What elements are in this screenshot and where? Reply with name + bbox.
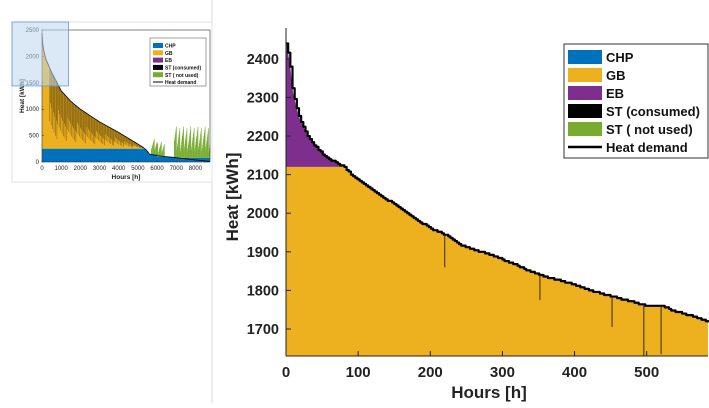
overview-x-tick-label: 4000 bbox=[112, 166, 126, 172]
overview-y-tick-label: 500 bbox=[29, 134, 40, 140]
zoom-legend-label: EB bbox=[606, 86, 624, 101]
overview-x-tick-label: 3000 bbox=[93, 166, 107, 172]
zoom-legend-label: GB bbox=[606, 68, 626, 83]
zoom-legend-label: CHP bbox=[606, 50, 634, 65]
overview-x-tick-label: 2000 bbox=[74, 166, 88, 172]
zoom-y-tick-label: 2100 bbox=[247, 168, 279, 184]
zoom-legend-swatch bbox=[568, 68, 602, 82]
zoom-chart: 0 100 200 300 400 500 1700 1800 1900 2000 2100 2200… bbox=[223, 28, 709, 402]
overview-x-tick-label: 7000 bbox=[170, 166, 184, 172]
zoom-legend-label: Heat demand bbox=[606, 140, 688, 155]
overview-y-axis-label: Heat [kWh] bbox=[19, 79, 26, 113]
overview-x-axis-label: Hours [h] bbox=[112, 174, 141, 181]
zoom-x-tick-label: 400 bbox=[562, 364, 587, 381]
zoom-x-tick-label: 100 bbox=[346, 364, 371, 381]
overview-axes-box bbox=[41, 29, 211, 163]
overview-legend-swatch bbox=[153, 57, 163, 63]
zoom-x-tick-label: 300 bbox=[490, 364, 515, 381]
overview-chart: 0 1000 2000 3000 4000 5000 6000 7000 8000 0 500 100… bbox=[11, 21, 213, 183]
zoom-legend-swatch bbox=[568, 50, 602, 64]
zoom-x-tick-label: 500 bbox=[634, 364, 659, 381]
overview-legend-swatch bbox=[153, 43, 163, 48]
overview-x-tick-label: 5000 bbox=[131, 166, 145, 172]
overview-x-tick-label: 1000 bbox=[54, 166, 68, 172]
zoom-x-tick-label: 200 bbox=[418, 364, 443, 381]
overview-legend-label: ST ( not used) bbox=[165, 73, 199, 79]
overview-legend-label: ST (consumed) bbox=[165, 66, 201, 72]
zoom-legend-label: ST (consumed) bbox=[606, 104, 700, 119]
zoom-legend-swatch bbox=[568, 86, 602, 100]
zoom-legend: CHP GB EB ST (consumed) ST ( not used) Heat d… bbox=[563, 43, 709, 159]
overview-heat-demand-line bbox=[41, 33, 211, 162]
zoom-y-tick-label: 1700 bbox=[247, 322, 279, 338]
overview-x-tick-label: 0 bbox=[40, 166, 44, 172]
overview-chp-area bbox=[42, 148, 210, 162]
overview-legend-label: GB bbox=[165, 51, 173, 57]
overview-legend-swatch bbox=[153, 50, 163, 56]
zoom-x-tick-label: 0 bbox=[282, 364, 290, 381]
zoom-legend-label: ST ( not used) bbox=[606, 122, 693, 137]
zoom-y-axis-label: Heat [kWh] bbox=[223, 153, 242, 242]
overview-legend-label: Heat demand bbox=[165, 80, 196, 86]
zoom-legend-swatch bbox=[568, 122, 602, 136]
overview-legend-swatch bbox=[153, 64, 163, 70]
overview-zoom-region bbox=[11, 21, 69, 87]
zoom-y-tick-label: 2300 bbox=[247, 90, 279, 106]
zoom-heat-demand-line bbox=[286, 42, 709, 323]
zoom-y-tick-label: 1800 bbox=[247, 283, 279, 299]
zoom-y-tick-label: 2000 bbox=[247, 206, 279, 222]
zoom-y-tick-label: 1900 bbox=[247, 245, 279, 261]
zoom-gb-area bbox=[286, 166, 708, 356]
zoom-y-tick-label: 2200 bbox=[247, 129, 279, 145]
overview-x-tick-label: 6000 bbox=[150, 166, 164, 172]
overview-y-tick-label: 1000 bbox=[26, 107, 40, 113]
overview-y-tick-label: 0 bbox=[36, 160, 40, 166]
zoom-x-axis-label: Hours [h] bbox=[451, 383, 527, 402]
overview-legend-label: EB bbox=[165, 58, 172, 64]
zoom-eb-area bbox=[286, 43, 345, 167]
overview-x-tick-label: 8000 bbox=[189, 166, 203, 172]
overview-legend-swatch bbox=[153, 72, 163, 78]
overview-legend-label: CHP bbox=[165, 44, 176, 50]
zoom-y-tick-label: 2400 bbox=[247, 52, 279, 68]
zoom-legend-swatch bbox=[568, 104, 602, 118]
